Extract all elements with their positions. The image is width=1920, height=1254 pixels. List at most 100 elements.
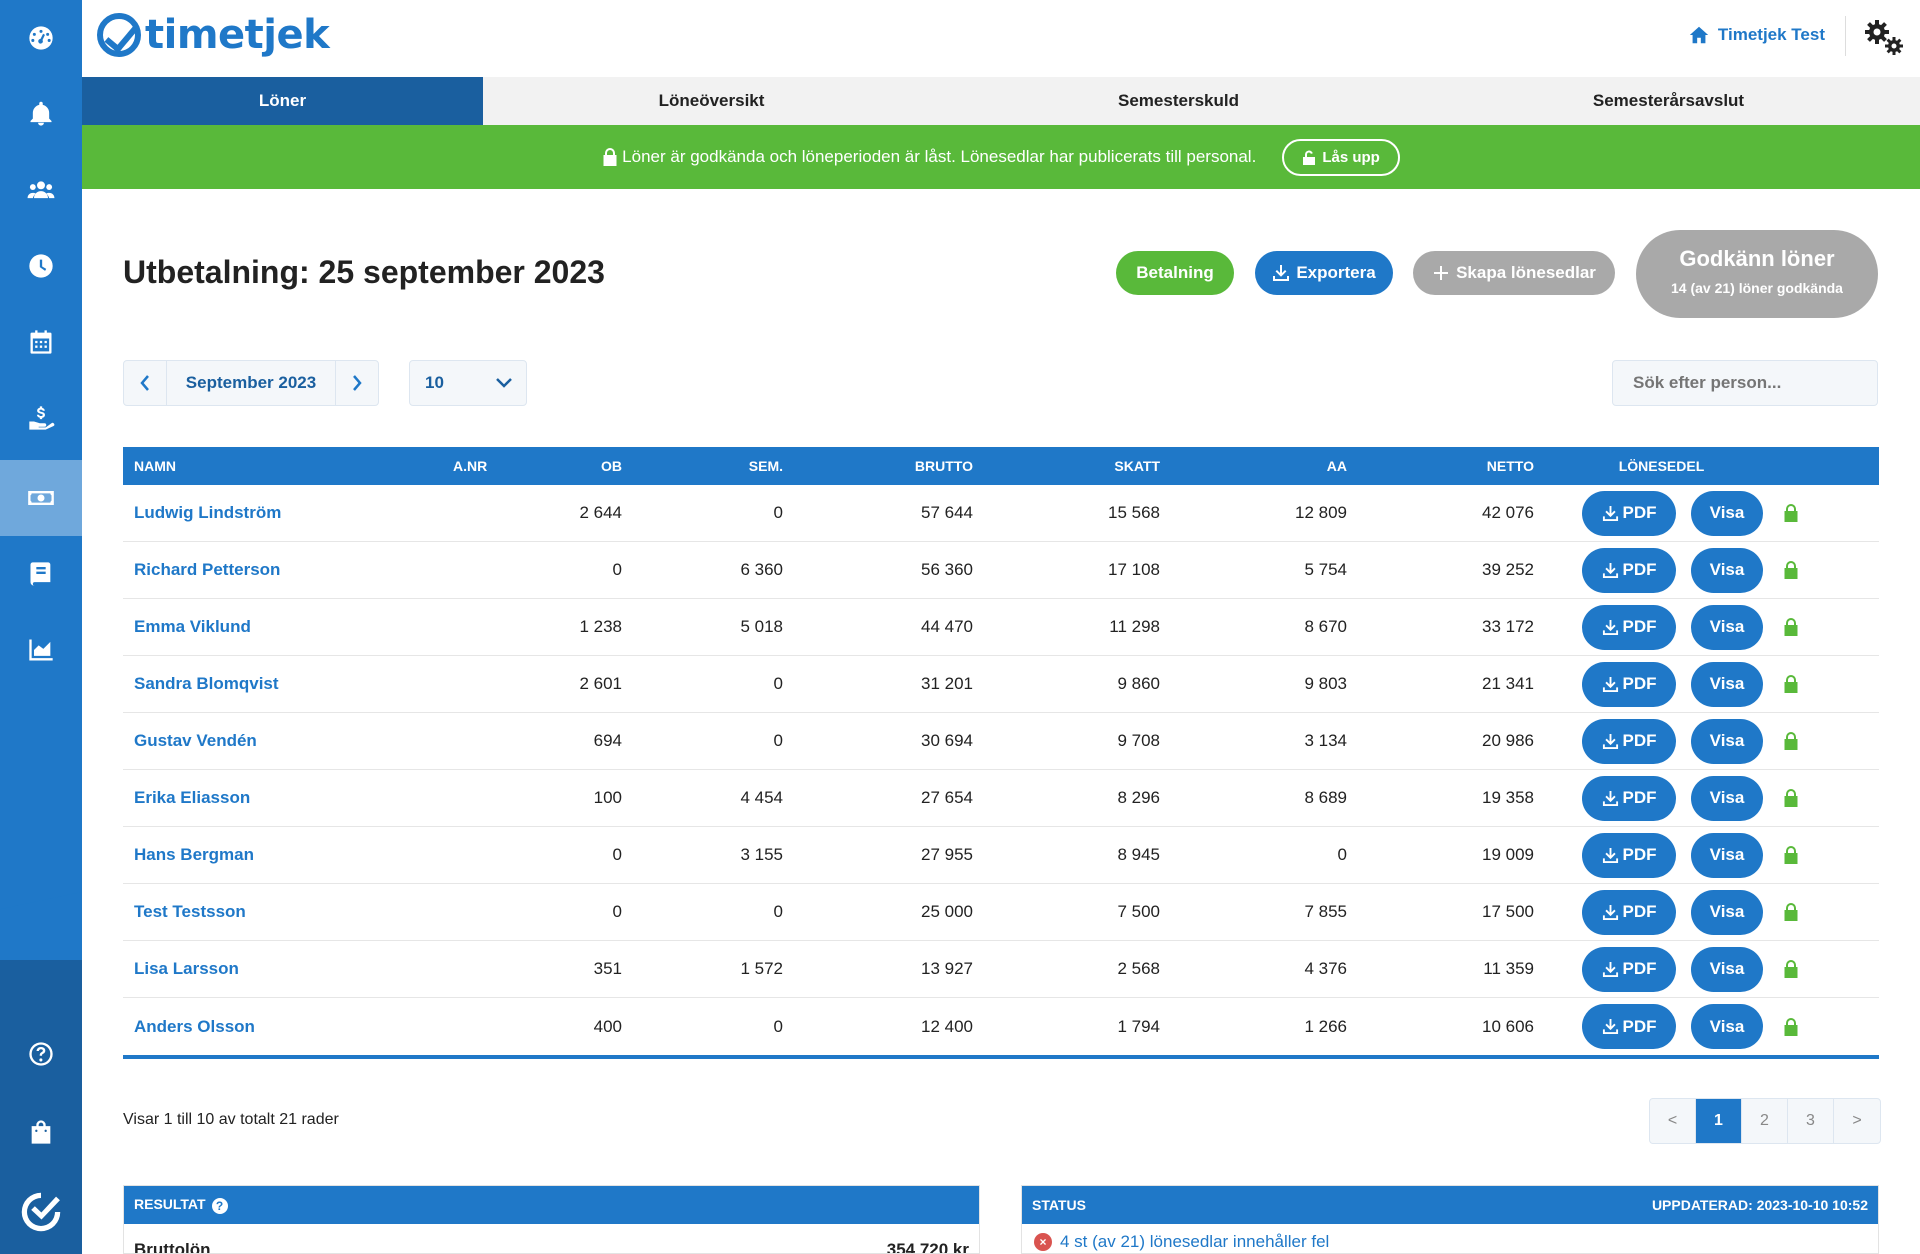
sidebar-item-reports[interactable]	[0, 536, 82, 612]
company-home-link[interactable]: Timetjek Test	[1688, 24, 1825, 46]
cell-lonesedel: PDF Visa	[1534, 1004, 1879, 1049]
col-header-skatt[interactable]: SKATT	[1114, 458, 1160, 474]
cell-lonesedel: PDF Visa	[1534, 661, 1879, 707]
cell-name: Erika Eliasson	[123, 788, 453, 808]
employee-name-link[interactable]: Test Testsson	[134, 902, 246, 921]
pagination-next[interactable]: >	[1852, 1112, 1862, 1129]
col-header-ob[interactable]: OB	[601, 458, 622, 474]
next-month-button[interactable]	[336, 361, 378, 405]
pagination-page-3[interactable]: 3	[1788, 1099, 1834, 1143]
help-icon[interactable]: ?	[211, 1197, 228, 1214]
pagination-prev[interactable]: <	[1650, 1099, 1696, 1143]
table-row: Gustav Vendén 694 0 30 694 9 708 3 134 20 986 P…	[123, 713, 1879, 770]
cell-sem: 0	[773, 503, 783, 522]
visa-button[interactable]: Visa	[1691, 832, 1763, 878]
visa-button[interactable]: Visa	[1691, 718, 1763, 764]
top-header: timetjek Timetjek Test	[82, 0, 1920, 77]
pdf-button[interactable]: PDF	[1582, 1004, 1676, 1049]
employee-name-link[interactable]: Anders Olsson	[134, 1016, 255, 1036]
error-circle-icon: ×	[1034, 1233, 1052, 1251]
pdf-button[interactable]: PDF	[1582, 604, 1676, 650]
betalning-button[interactable]: Betalning	[1116, 251, 1234, 295]
cell-brutto: 27 955	[921, 845, 973, 864]
tab-semesterarsavslut[interactable]: Semesterårsavslut	[1592, 91, 1745, 110]
sidebar-item-salaries[interactable]	[0, 460, 82, 536]
sidebar-item-timetjek-logo[interactable]	[0, 1174, 82, 1250]
col-header-sem[interactable]: SEM.	[748, 458, 783, 474]
visa-label: Visa	[1709, 788, 1745, 807]
employee-name-link[interactable]: Emma Viklund	[134, 617, 251, 636]
search-person-input[interactable]	[1612, 360, 1878, 406]
timetjek-logo[interactable]: timetjek	[97, 12, 330, 58]
settings-gears-icon[interactable]	[1862, 18, 1906, 58]
pdf-button[interactable]: PDF	[1582, 661, 1676, 707]
lock-icon	[1784, 732, 1798, 750]
pagination-page-1[interactable]: 1	[1696, 1099, 1742, 1143]
visa-button[interactable]: Visa	[1691, 490, 1763, 536]
tab-loneoversikt[interactable]: Löneöversikt	[658, 91, 765, 110]
sidebar-item-shop[interactable]	[0, 1094, 82, 1170]
pdf-button[interactable]: PDF	[1582, 547, 1676, 593]
status-error-link[interactable]: × 4 st (av 21) lönesedlar innehåller fel	[1022, 1224, 1878, 1253]
rows-per-page-select[interactable]: 10	[409, 360, 527, 406]
cell-lonesedel: PDF Visa	[1534, 889, 1879, 935]
employee-name-link[interactable]: Hans Bergman	[134, 845, 254, 864]
col-header-name[interactable]: NAMN	[134, 458, 176, 474]
visa-button[interactable]: Visa	[1691, 547, 1763, 593]
col-header-netto[interactable]: NETTO	[1486, 458, 1534, 474]
download-icon	[1602, 847, 1618, 863]
cell-aa: 4 376	[1304, 959, 1347, 978]
chevron-down-icon	[496, 378, 512, 388]
visa-label: Visa	[1709, 731, 1745, 750]
exportera-button[interactable]: Exportera	[1255, 251, 1393, 295]
godkann-loner-button[interactable]: Godkänn löner 14 (av 21) löner godkända	[1636, 230, 1878, 318]
cell-netto: 19 009	[1482, 845, 1534, 864]
visa-button[interactable]: Visa	[1691, 661, 1763, 707]
visa-button[interactable]: Visa	[1691, 889, 1763, 935]
cell-skatt: 9 708	[1117, 731, 1160, 750]
sidebar-item-dashboard[interactable]	[0, 0, 82, 76]
visa-button[interactable]: Visa	[1691, 946, 1763, 992]
cell-netto: 33 172	[1482, 617, 1534, 636]
pagination-page-2[interactable]: 2	[1742, 1099, 1788, 1143]
pdf-label: PDF	[1622, 902, 1657, 921]
gross-label: Bruttolön	[134, 1240, 211, 1254]
unlock-button[interactable]: Lås upp	[1282, 138, 1400, 176]
pdf-button[interactable]: PDF	[1582, 718, 1676, 764]
bell-icon	[30, 101, 52, 126]
pdf-button[interactable]: PDF	[1582, 889, 1676, 935]
pdf-button[interactable]: PDF	[1582, 832, 1676, 878]
sidebar-item-help[interactable]	[0, 1016, 82, 1092]
sidebar-item-statistics[interactable]	[0, 612, 82, 688]
col-header-aa[interactable]: AA	[1326, 458, 1347, 474]
tab-loner[interactable]: Löner	[82, 77, 483, 125]
employee-name-link[interactable]: Gustav Vendén	[134, 731, 257, 750]
employee-name-link[interactable]: Richard Petterson	[134, 560, 281, 579]
cell-netto: 20 986	[1482, 731, 1534, 750]
employee-name-link[interactable]: Sandra Blomqvist	[134, 674, 279, 693]
employee-name-link[interactable]: Lisa Larsson	[134, 959, 239, 978]
pdf-button[interactable]: PDF	[1582, 490, 1676, 536]
current-month[interactable]: September 2023	[166, 361, 336, 405]
book-icon	[30, 562, 51, 586]
visa-button[interactable]: Visa	[1691, 775, 1763, 821]
pdf-button[interactable]: PDF	[1582, 775, 1676, 821]
col-header-anr[interactable]: A.NR	[453, 458, 488, 474]
employee-name-link[interactable]: Erika Eliasson	[134, 788, 251, 807]
visa-button[interactable]: Visa	[1691, 1004, 1763, 1049]
cell-brutto: 27 654	[921, 788, 973, 807]
sidebar-item-schedule[interactable]	[0, 304, 82, 380]
skapa-lonesedlar-button[interactable]: Skapa lönesedlar	[1413, 251, 1615, 295]
sidebar-item-time[interactable]	[0, 228, 82, 304]
tab-semesterskuld[interactable]: Semesterskuld	[1118, 91, 1239, 110]
lock-icon	[1784, 903, 1798, 921]
col-header-brutto[interactable]: BRUTTO	[914, 458, 973, 474]
sidebar-item-notifications[interactable]	[0, 76, 82, 152]
prev-month-button[interactable]	[124, 361, 166, 405]
sidebar-item-staff[interactable]	[0, 152, 82, 228]
status-title: STATUS	[1032, 1197, 1086, 1213]
sidebar-item-payments[interactable]	[0, 380, 82, 456]
employee-name-link[interactable]: Ludwig Lindström	[134, 503, 282, 522]
visa-button[interactable]: Visa	[1691, 604, 1763, 650]
pdf-button[interactable]: PDF	[1582, 946, 1676, 992]
